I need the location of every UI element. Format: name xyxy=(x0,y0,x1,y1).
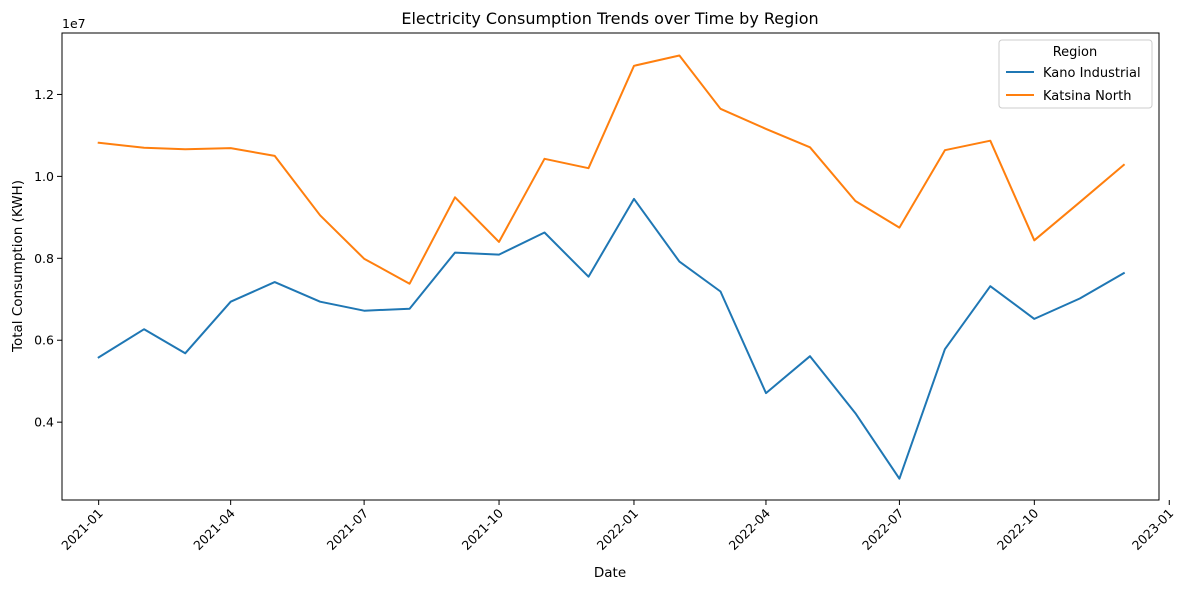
y-axis-label: Total Consumption (KWH) xyxy=(10,180,26,353)
legend-label-katsina-north: Katsina North xyxy=(1043,89,1131,104)
y-tick-label: 0.4 xyxy=(34,415,54,430)
y-axis: 0.4 0.6 0.8 1.0 1.2 xyxy=(34,87,62,430)
x-axis-label: Date xyxy=(594,565,626,581)
legend-box xyxy=(998,39,1153,109)
y-tick-label: 1.2 xyxy=(34,87,54,102)
legend-title: Region xyxy=(1053,45,1098,60)
plot-frame xyxy=(61,32,1160,501)
legend-label-kano-industrial: Kano Industrial xyxy=(1043,66,1141,81)
y-tick-label: 0.8 xyxy=(34,251,54,266)
legend: Region Kano Industrial Katsina North xyxy=(998,39,1153,109)
y-tick-label: 1.0 xyxy=(34,169,54,184)
chart-title: Electricity Consumption Trends over Time… xyxy=(401,9,818,28)
y-offset-text: 1e7 xyxy=(62,16,86,31)
plot-area xyxy=(97,54,1126,480)
series-line-katsina-north xyxy=(97,54,1126,285)
y-tick-label: 0.6 xyxy=(34,333,54,348)
series-line-kano-industrial xyxy=(97,197,1126,480)
